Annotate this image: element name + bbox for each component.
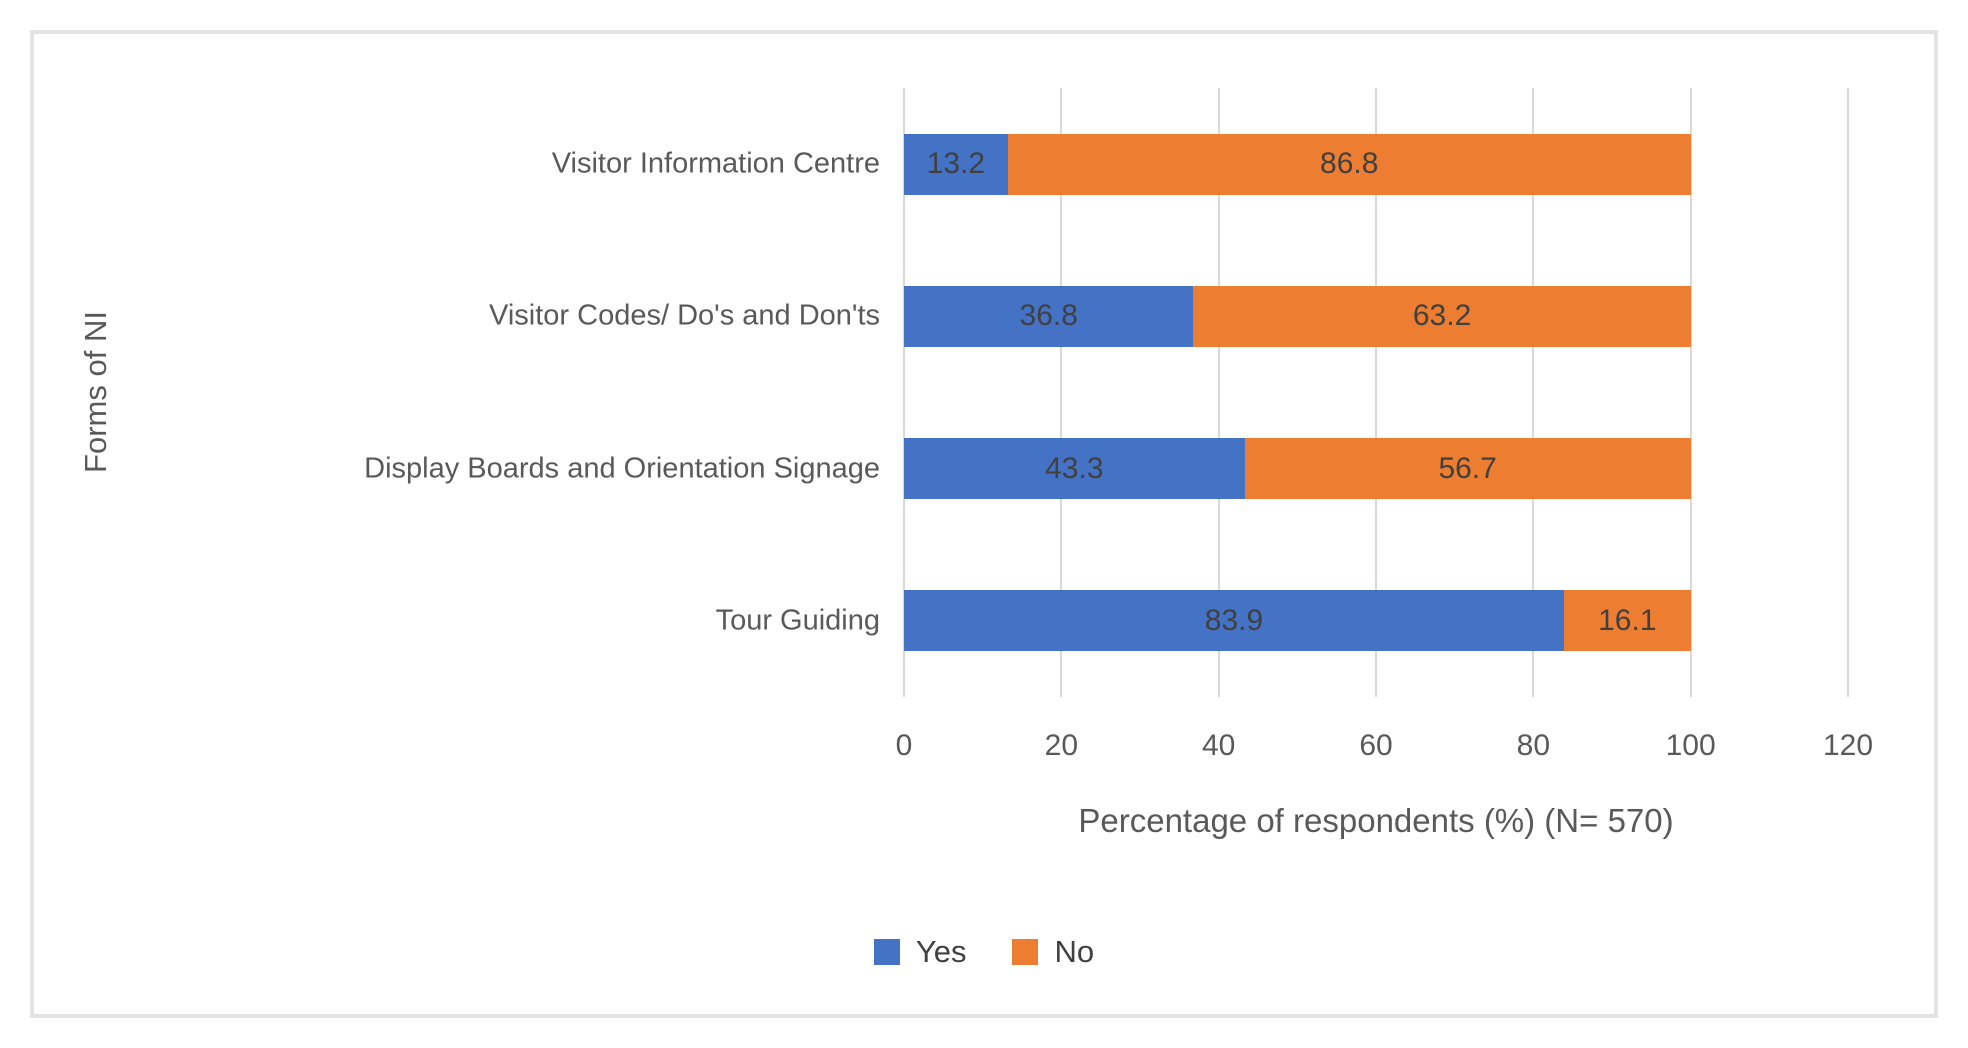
category-label: Visitor Information Centre [551,147,880,180]
legend-item-yes: Yes [873,934,967,970]
x-tick-label: 20 [1044,729,1079,762]
plot-area: 0 20 40 60 80 100 120 Visitor Information Centr… [34,34,1934,1014]
gridline [903,88,905,697]
bar-row: 36.8 63.2 [904,285,1691,347]
gridline [1060,88,1063,697]
legend-label: No [1054,934,1095,969]
x-tick-label: 80 [1516,729,1551,762]
legend: Yes No [34,934,1934,970]
legend-swatch-icon [873,939,900,965]
bar-value-label: 56.7 [1438,451,1497,485]
gridline [1847,88,1849,697]
bar-segment-no: 63.2 [1193,285,1691,347]
bar-row: 83.9 16.1 [904,590,1691,652]
bar-row: 43.3 56.7 [904,438,1691,500]
gridline [1532,88,1535,697]
bar-value-label: 16.1 [1598,603,1657,637]
x-tick-label: 120 [1822,729,1874,762]
bar-value-label: 63.2 [1412,299,1472,333]
category-label: Display Boards and Orientation Signage [364,452,880,485]
bar-segment-yes: 36.8 [904,285,1194,347]
legend-item-no: No [1012,934,1094,970]
bar-row: 13.2 86.8 [904,133,1691,195]
category-label: Tour Guiding [715,604,880,637]
x-tick-label: 40 [1201,729,1236,762]
bar-segment-no: 16.1 [1564,590,1691,652]
legend-swatch-icon [1012,939,1039,965]
bar-segment-yes: 83.9 [904,590,1564,652]
legend-label: Yes [915,934,967,969]
gridline [1217,88,1220,697]
chart-frame: Forms of NI 0 20 40 60 80 100 120 Visitor Infor… [30,30,1938,1018]
bar-value-label: 83.9 [1204,603,1264,637]
bar-segment-yes: 13.2 [904,133,1008,195]
bar-value-label: 36.8 [1019,299,1078,333]
x-axis-title: Percentage of respondents (%) (N= 570) [1078,802,1674,839]
bar-value-label: 86.8 [1320,147,1379,181]
bar-segment-no: 56.7 [1244,438,1691,500]
gridline [1689,88,1692,697]
category-label: Visitor Codes/ Do's and Don'ts [489,299,880,332]
bar-value-label: 13.2 [926,147,986,181]
bar-segment-yes: 43.3 [904,438,1245,500]
bar-segment-no: 86.8 [1007,133,1691,195]
x-tick-label: 60 [1359,729,1393,762]
bar-value-label: 43.3 [1045,451,1104,485]
gridline [1375,88,1377,697]
x-tick-label: 0 [895,729,913,762]
x-tick-label: 100 [1665,729,1716,762]
